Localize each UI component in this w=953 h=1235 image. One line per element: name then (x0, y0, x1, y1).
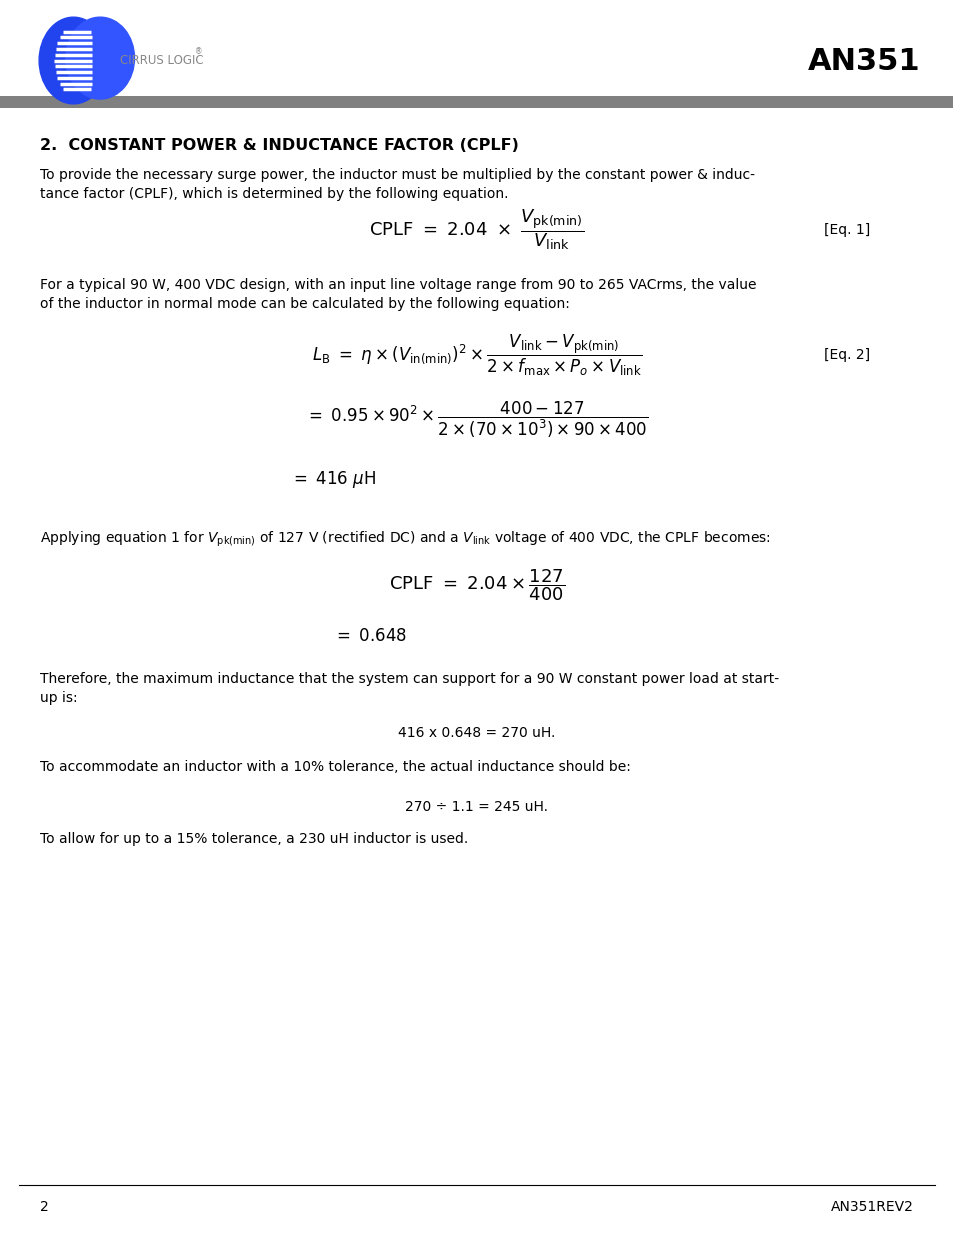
Text: Applying equation 1 for $V_{\mathrm{pk(min)}}$ of 127 V (rectified DC) and a $V_: Applying equation 1 for $V_{\mathrm{pk(m… (40, 530, 770, 550)
Text: To allow for up to a 15% tolerance, a 230 uH inductor is used.: To allow for up to a 15% tolerance, a 23… (40, 832, 468, 846)
Ellipse shape (39, 17, 108, 104)
Text: $= \ 0.95 \times 90^{2} \times \dfrac{400 - 127}{2 \times (70 \times 10^{3}) \ti: $= \ 0.95 \times 90^{2} \times \dfrac{40… (305, 400, 648, 440)
Text: [Eq. 1]: [Eq. 1] (822, 224, 869, 237)
Text: AN351REV2: AN351REV2 (830, 1200, 913, 1214)
Text: 2: 2 (40, 1200, 49, 1214)
Text: $= \ 416 \ \mu\mathrm{H}$: $= \ 416 \ \mu\mathrm{H}$ (290, 469, 375, 490)
Text: 270 ÷ 1.1 = 245 uH.: 270 ÷ 1.1 = 245 uH. (405, 800, 548, 814)
Text: For a typical 90 W, 400 VDC design, with an input line voltage range from 90 to : For a typical 90 W, 400 VDC design, with… (40, 278, 756, 311)
Text: 416 x 0.648 = 270 uH.: 416 x 0.648 = 270 uH. (398, 726, 555, 740)
Text: ®: ® (194, 48, 202, 57)
Text: 2.  CONSTANT POWER & INDUCTANCE FACTOR (CPLF): 2. CONSTANT POWER & INDUCTANCE FACTOR (C… (40, 138, 518, 153)
Text: $\mathrm{CPLF} \ = \ 2.04 \times \dfrac{127}{400}$: $\mathrm{CPLF} \ = \ 2.04 \times \dfrac{… (389, 567, 564, 603)
Text: $= \ 0.648$: $= \ 0.648$ (333, 627, 407, 645)
FancyBboxPatch shape (0, 96, 953, 107)
Text: To accommodate an inductor with a 10% tolerance, the actual inductance should be: To accommodate an inductor with a 10% to… (40, 760, 630, 774)
Text: $\mathrm{CPLF} \ = \ 2.04 \ \times \ \dfrac{V_{\mathrm{pk(min)}}}{V_{\mathrm{lin: $\mathrm{CPLF} \ = \ 2.04 \ \times \ \df… (369, 207, 584, 252)
Text: Therefore, the maximum inductance that the system can support for a 90 W constan: Therefore, the maximum inductance that t… (40, 672, 779, 705)
Text: CIRRUS LOGIC: CIRRUS LOGIC (120, 54, 204, 67)
Text: To provide the necessary surge power, the inductor must be multiplied by the con: To provide the necessary surge power, th… (40, 168, 754, 201)
Text: $L_{\mathrm{B}} \ = \ \eta \times (V_{\mathrm{in(min)}})^{2} \times \dfrac{V_{\m: $L_{\mathrm{B}} \ = \ \eta \times (V_{\m… (312, 332, 641, 378)
Text: AN351: AN351 (806, 47, 919, 77)
Text: [Eq. 2]: [Eq. 2] (823, 348, 869, 362)
Ellipse shape (66, 17, 134, 99)
